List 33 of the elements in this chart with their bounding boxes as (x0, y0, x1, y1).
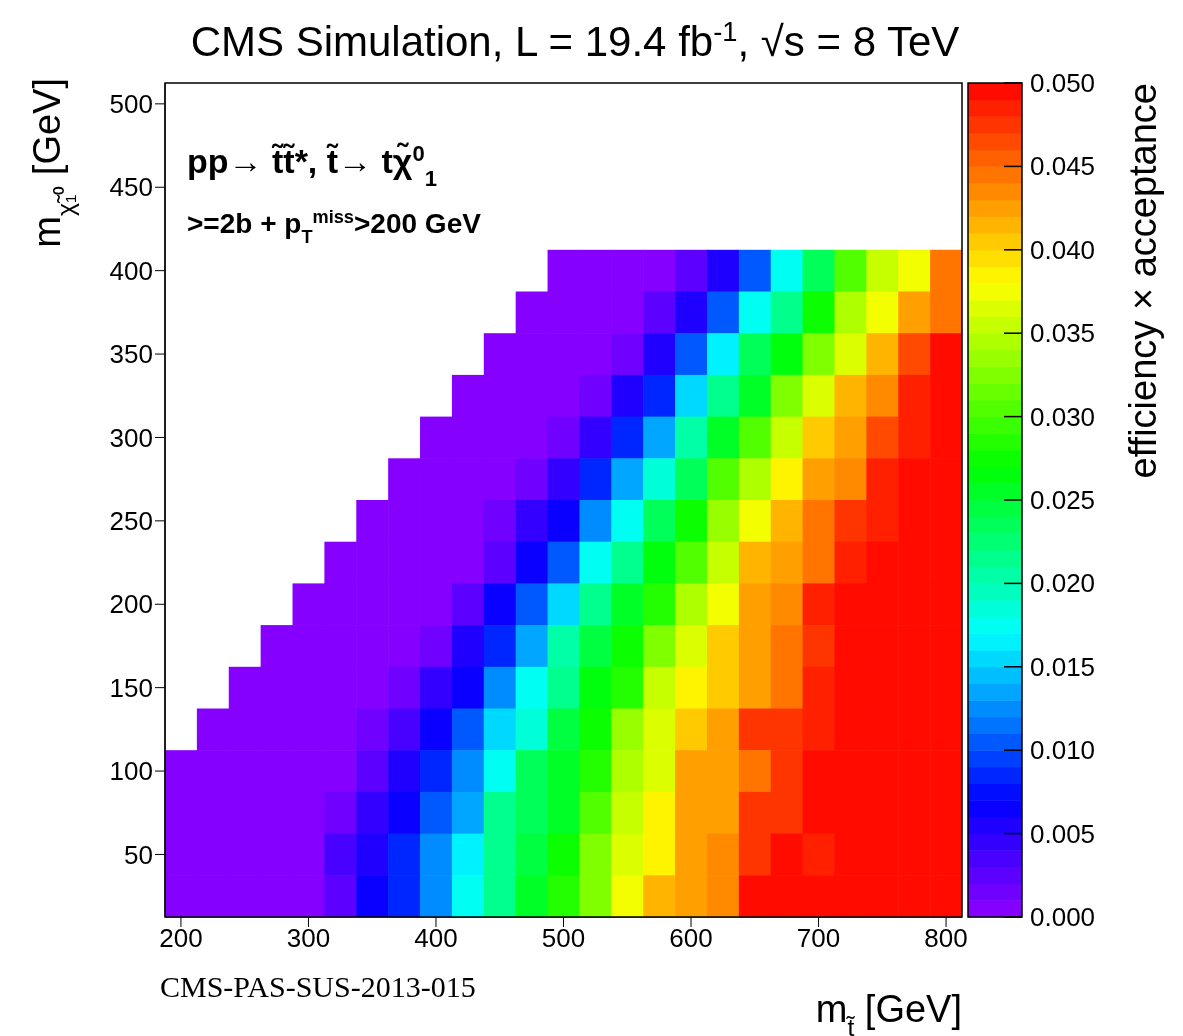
y-tick-label: 100 (109, 756, 153, 787)
color-bar-label: 0.020 (1030, 568, 1096, 599)
color-bar-label: 0.030 (1030, 401, 1096, 432)
y-tick-label: 500 (109, 89, 153, 120)
y-tick-label: 50 (124, 839, 153, 870)
x-axis-title: m$_{t̃}$ [GeV] (815, 988, 962, 1036)
color-bar-label: 0.050 (1030, 68, 1096, 98)
color-bar-label: 0.025 (1030, 485, 1096, 515)
color-bar-label: 0.040 (1030, 234, 1096, 265)
color-bar-label: 0.015 (1030, 651, 1096, 682)
chart-title: CMS Simulation, L = 19.4 fb$^{-1}$, √s = 8 TeV (190, 15, 960, 65)
x-tick-label: 600 (669, 923, 713, 954)
color-bar-label: 0.010 (1030, 735, 1096, 766)
color-bar-label: 0.005 (1030, 818, 1096, 849)
color-bar-label: 0.035 (1030, 318, 1096, 349)
y-tick-label: 250 (109, 506, 153, 537)
color-bar-label: 0.000 (1030, 902, 1096, 932)
x-tick-label: 200 (159, 923, 203, 954)
x-tick-label: 400 (414, 923, 458, 954)
y-tick-label: 300 (109, 422, 153, 453)
color-bar-label: 0.045 (1030, 151, 1096, 182)
color-bar-title: efficiency × acceptance (1122, 83, 1164, 479)
y-tick-label: 350 (109, 339, 153, 370)
x-tick-label: 300 (286, 923, 331, 954)
y-tick-label: 150 (109, 672, 153, 703)
text: CMS-PAS-SUS-2013-015 (160, 970, 476, 1003)
y-tick-label: 400 (109, 255, 153, 286)
y-tick-label: 200 (109, 589, 153, 620)
x-tick-label: 700 (796, 923, 841, 954)
x-tick-label: 800 (924, 923, 968, 954)
annotation: >=2b + p$_{T}$$^{miss}$>200 GeV (187, 207, 482, 247)
x-tick-label: 500 (541, 923, 586, 954)
y-tick-label: 450 (109, 172, 153, 203)
